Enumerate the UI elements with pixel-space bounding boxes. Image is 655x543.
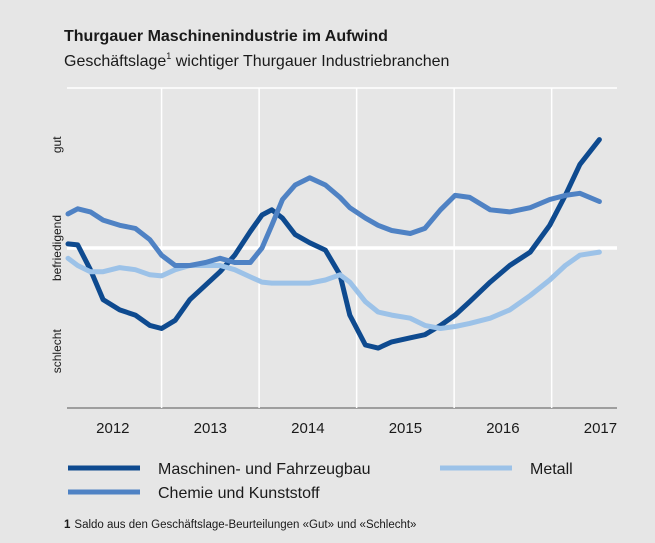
legend-label: Metall: [530, 461, 573, 478]
chart-title: Thurgauer Maschinenindustrie im Aufwind: [64, 28, 388, 45]
x-tick-label: 2016: [486, 420, 519, 437]
x-tick-label: 2013: [194, 420, 227, 437]
series-line: [65, 175, 602, 268]
legend-label: Maschinen- und Fahrzeugbau: [158, 461, 371, 478]
footnote-marker: 1: [64, 519, 71, 531]
legend-label: Chemie und Kunststoff: [158, 485, 320, 502]
y-tick-label: schlecht: [50, 329, 64, 374]
subtitle-note: 1: [166, 51, 171, 61]
x-tick-label: 2017: [584, 420, 617, 437]
y-tick-label: befriedigend: [50, 215, 64, 281]
series-line: [65, 137, 602, 351]
subtitle-rest: wichtiger Thurgauer Industriebranchen: [171, 53, 449, 70]
footnote-text: Saldo aus den Geschäftslage-Beurteilunge…: [74, 519, 416, 531]
x-tick-label: 2015: [389, 420, 422, 437]
footnote: 1 Saldo aus den Geschäftslage-Beurteilung…: [64, 519, 416, 531]
subtitle-text: Geschäftslage: [64, 53, 166, 70]
x-tick-label: 2014: [291, 420, 324, 437]
x-tick-label: 2012: [96, 420, 129, 437]
y-tick-label: gut: [50, 136, 64, 153]
series-line: [65, 249, 602, 331]
chart-subtitle: Geschäftslage1 wichtiger Thurgauer Indus…: [64, 51, 449, 70]
